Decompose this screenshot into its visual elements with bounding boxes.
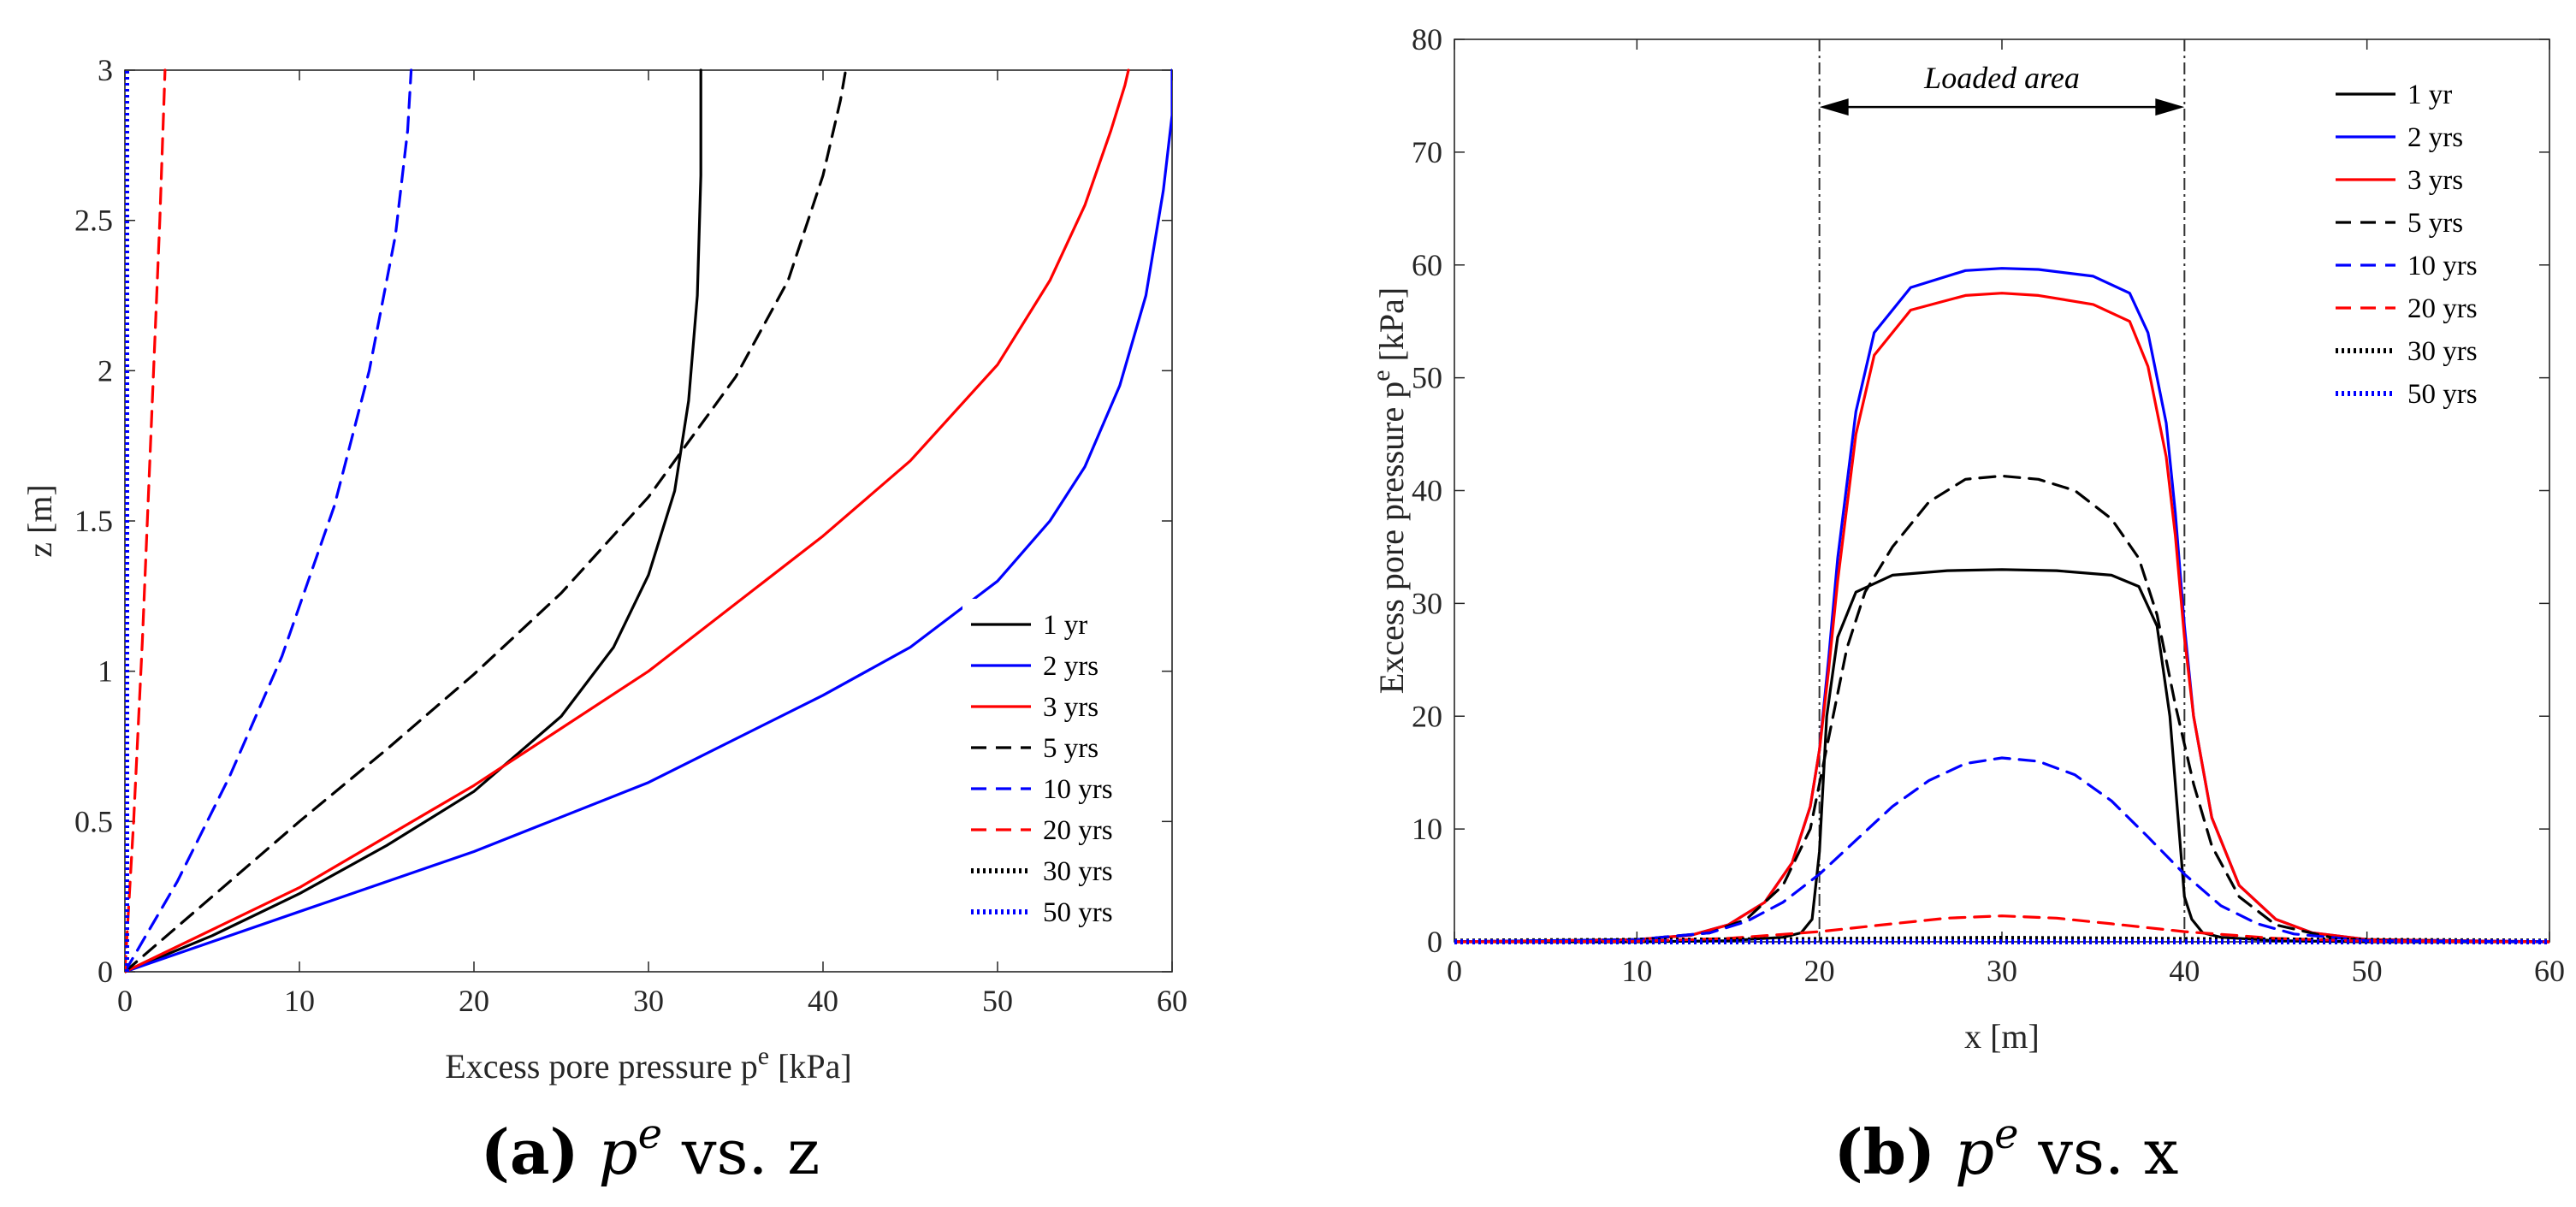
y-tick-label: 2 <box>98 353 113 388</box>
y-tick-label: 0.5 <box>74 804 113 838</box>
loaded-area-label: Loaded area <box>1923 61 2080 95</box>
legend-box <box>2327 68 2524 411</box>
arrowhead-left-icon <box>1819 98 1849 116</box>
legend-label: 50 yrs <box>1043 897 1113 928</box>
x-tick-label: 60 <box>2534 954 2565 988</box>
legend-box <box>962 599 1146 928</box>
legend-label: 5 yrs <box>2407 208 2463 239</box>
y-tick-label: 70 <box>1412 135 1442 169</box>
y-tick-label: 10 <box>1412 812 1442 846</box>
x-tick-label: 20 <box>1804 954 1835 988</box>
x-tick-label: 40 <box>2169 954 2200 988</box>
x-tick-label: 30 <box>633 984 664 1018</box>
legend-label: 30 yrs <box>1043 856 1113 887</box>
y-axis-label: z [m] <box>21 484 59 558</box>
chart-panel-a: 0 10 20 30 40 50 60 0 0.5 1 1.5 2 2.5 3 1 yr 2 yrs 3 yrs… <box>21 53 1187 1188</box>
series-line-10-yrs <box>125 68 413 973</box>
y-tick-label: 20 <box>1412 699 1442 733</box>
y-tick-label: 0 <box>98 955 113 989</box>
series-line-3-yrs <box>125 68 1130 973</box>
panel-caption: (a) pe vs. z <box>481 1110 820 1188</box>
x-tick-label: 0 <box>1447 954 1462 988</box>
y-tick-label: 3 <box>98 53 113 87</box>
series-line-1-yr <box>1454 568 2549 944</box>
x-tick-label: 40 <box>808 984 838 1018</box>
legend-label: 3 yrs <box>2407 165 2463 196</box>
legend-label: 10 yrs <box>2407 251 2478 281</box>
legend-label: 50 yrs <box>2407 379 2478 410</box>
x-tick-label: 50 <box>2352 954 2383 988</box>
x-axis-label: Excess pore pressure pe [kPa] <box>445 1042 851 1086</box>
legend-label: 20 yrs <box>2407 293 2478 324</box>
legend-label: 2 yrs <box>2407 122 2463 153</box>
x-tick-label: 30 <box>1987 954 2017 988</box>
panel-caption: (b) pe vs. x <box>1834 1110 2179 1188</box>
legend-label: 1 yr <box>2407 80 2452 110</box>
legend-label: 1 yr <box>1043 610 1087 641</box>
y-tick-label: 0 <box>1427 925 1442 959</box>
legend-label: 20 yrs <box>1043 815 1113 846</box>
x-axis-label: x [m] <box>1964 1017 2040 1056</box>
legend-label: 30 yrs <box>2407 336 2478 367</box>
series-line-1-yr <box>125 68 702 973</box>
legend: 1 yr 2 yrs 3 yrs 5 yrs 10 yrs 20 yrs 30 yrs 50 … <box>2327 68 2524 411</box>
axis-ticks: 0 10 20 30 40 50 60 0 0.5 1 1.5 2 2.5 3 <box>74 53 1187 1018</box>
x-tick-label: 60 <box>1157 984 1187 1018</box>
series-group <box>125 68 1172 973</box>
loaded-area-annotation: Loaded area <box>1818 39 2186 942</box>
x-tick-label: 10 <box>1621 954 1652 988</box>
y-tick-label: 80 <box>1412 22 1442 56</box>
legend: 1 yr 2 yrs 3 yrs 5 yrs 10 yrs 20 yrs 30 yrs 50 … <box>962 599 1146 928</box>
axis-ticks: 0 10 20 30 40 50 60 0 10 20 30 40 50 60 70 80 <box>1412 22 2565 988</box>
x-tick-label: 10 <box>284 984 315 1018</box>
legend-label: 2 yrs <box>1043 651 1099 682</box>
x-tick-label: 20 <box>459 984 489 1018</box>
series-group <box>1454 267 2549 944</box>
y-tick-label: 2.5 <box>74 204 113 238</box>
x-tick-label: 0 <box>117 984 133 1018</box>
series-line-3-yrs <box>1454 292 2549 944</box>
chart-panel-b: 0 10 20 30 40 50 60 0 10 20 30 40 50 60 70 80 Loaded are… <box>1367 22 2565 1188</box>
y-tick-label: 60 <box>1412 248 1442 282</box>
series-line-20-yrs <box>125 68 167 973</box>
legend-label: 3 yrs <box>1043 692 1099 723</box>
x-tick-label: 50 <box>982 984 1013 1018</box>
y-tick-label: 1.5 <box>74 504 113 538</box>
series-line-5-yrs <box>1454 474 2549 944</box>
series-line-2-yrs <box>125 68 1172 973</box>
arrowhead-right-icon <box>2155 98 2185 116</box>
y-tick-label: 50 <box>1412 361 1442 395</box>
legend-label: 10 yrs <box>1043 774 1113 805</box>
y-tick-label: 30 <box>1412 586 1442 620</box>
series-line-5-yrs <box>125 68 848 973</box>
series-line-10-yrs <box>1454 756 2549 944</box>
legend-label: 5 yrs <box>1043 733 1099 764</box>
y-axis-label: Excess pore pressure pe [kPa] <box>1367 287 1411 694</box>
y-tick-label: 1 <box>98 654 113 689</box>
y-tick-label: 40 <box>1412 474 1442 508</box>
